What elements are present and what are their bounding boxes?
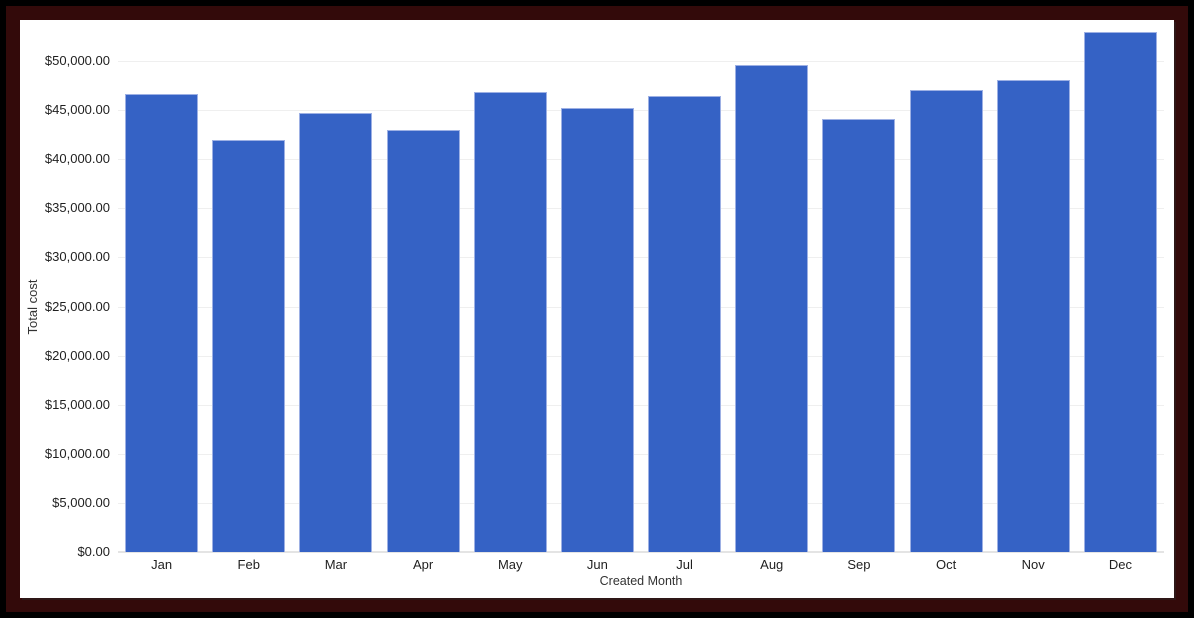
- bar-mar[interactable]: [299, 113, 373, 552]
- gridline: [118, 502, 1164, 504]
- x-axis-line: [118, 551, 1164, 553]
- bar-nov[interactable]: [996, 79, 1070, 552]
- x-tick-label: May: [497, 557, 523, 572]
- plot-area: [118, 20, 1164, 553]
- x-tick-label: Mar: [324, 557, 348, 572]
- x-tick-label: Feb: [237, 557, 260, 572]
- bar-feb[interactable]: [212, 139, 286, 552]
- bar-aug[interactable]: [735, 64, 809, 552]
- gridline: [118, 257, 1164, 259]
- gridline: [118, 110, 1164, 112]
- bar-jul[interactable]: [648, 96, 722, 552]
- x-tick-label: Apr: [412, 557, 434, 572]
- gridline: [118, 61, 1164, 62]
- gridline: [118, 306, 1164, 308]
- x-tick-label: Nov: [1021, 557, 1045, 572]
- gridline: [118, 453, 1164, 455]
- chart-canvas: Total cost Created Month $0.00 $5,000.00 $…: [20, 20, 1174, 598]
- bar-apr[interactable]: [386, 129, 460, 552]
- bar-dec[interactable]: [1083, 31, 1157, 552]
- y-tick-label: $20,000.00: [44, 347, 110, 363]
- y-tick-label: $30,000.00: [44, 249, 110, 265]
- x-tick-label: Jan: [151, 557, 173, 572]
- y-tick-label: $5,000.00: [52, 494, 110, 510]
- bar-jun[interactable]: [560, 108, 634, 552]
- y-tick-label: $10,000.00: [44, 445, 110, 461]
- x-tick-label: Aug: [760, 557, 784, 572]
- bar-oct[interactable]: [909, 90, 983, 552]
- gridline: [118, 208, 1164, 210]
- y-tick-label: $50,000.00: [44, 53, 110, 68]
- y-tick-label: $25,000.00: [44, 298, 110, 314]
- x-tick-label: Oct: [935, 557, 957, 572]
- gridline: [118, 159, 1164, 161]
- x-tick-label: Dec: [1108, 557, 1132, 572]
- bar-jan[interactable]: [125, 94, 199, 552]
- x-tick-label: Jun: [586, 557, 608, 572]
- x-tick-label: Sep: [847, 557, 871, 572]
- bar-may[interactable]: [473, 92, 547, 552]
- x-axis-title: Created Month: [599, 574, 683, 588]
- y-tick-label: $35,000.00: [44, 200, 110, 216]
- y-tick-label: $15,000.00: [44, 396, 110, 412]
- bar-sep[interactable]: [822, 118, 896, 552]
- gridline: [118, 404, 1164, 406]
- gridline: [118, 355, 1164, 357]
- y-tick-label: $45,000.00: [44, 102, 110, 118]
- y-tick-label: $40,000.00: [44, 151, 110, 167]
- x-tick-label: Jul: [676, 557, 693, 572]
- y-tick-label: $0.00: [77, 544, 110, 559]
